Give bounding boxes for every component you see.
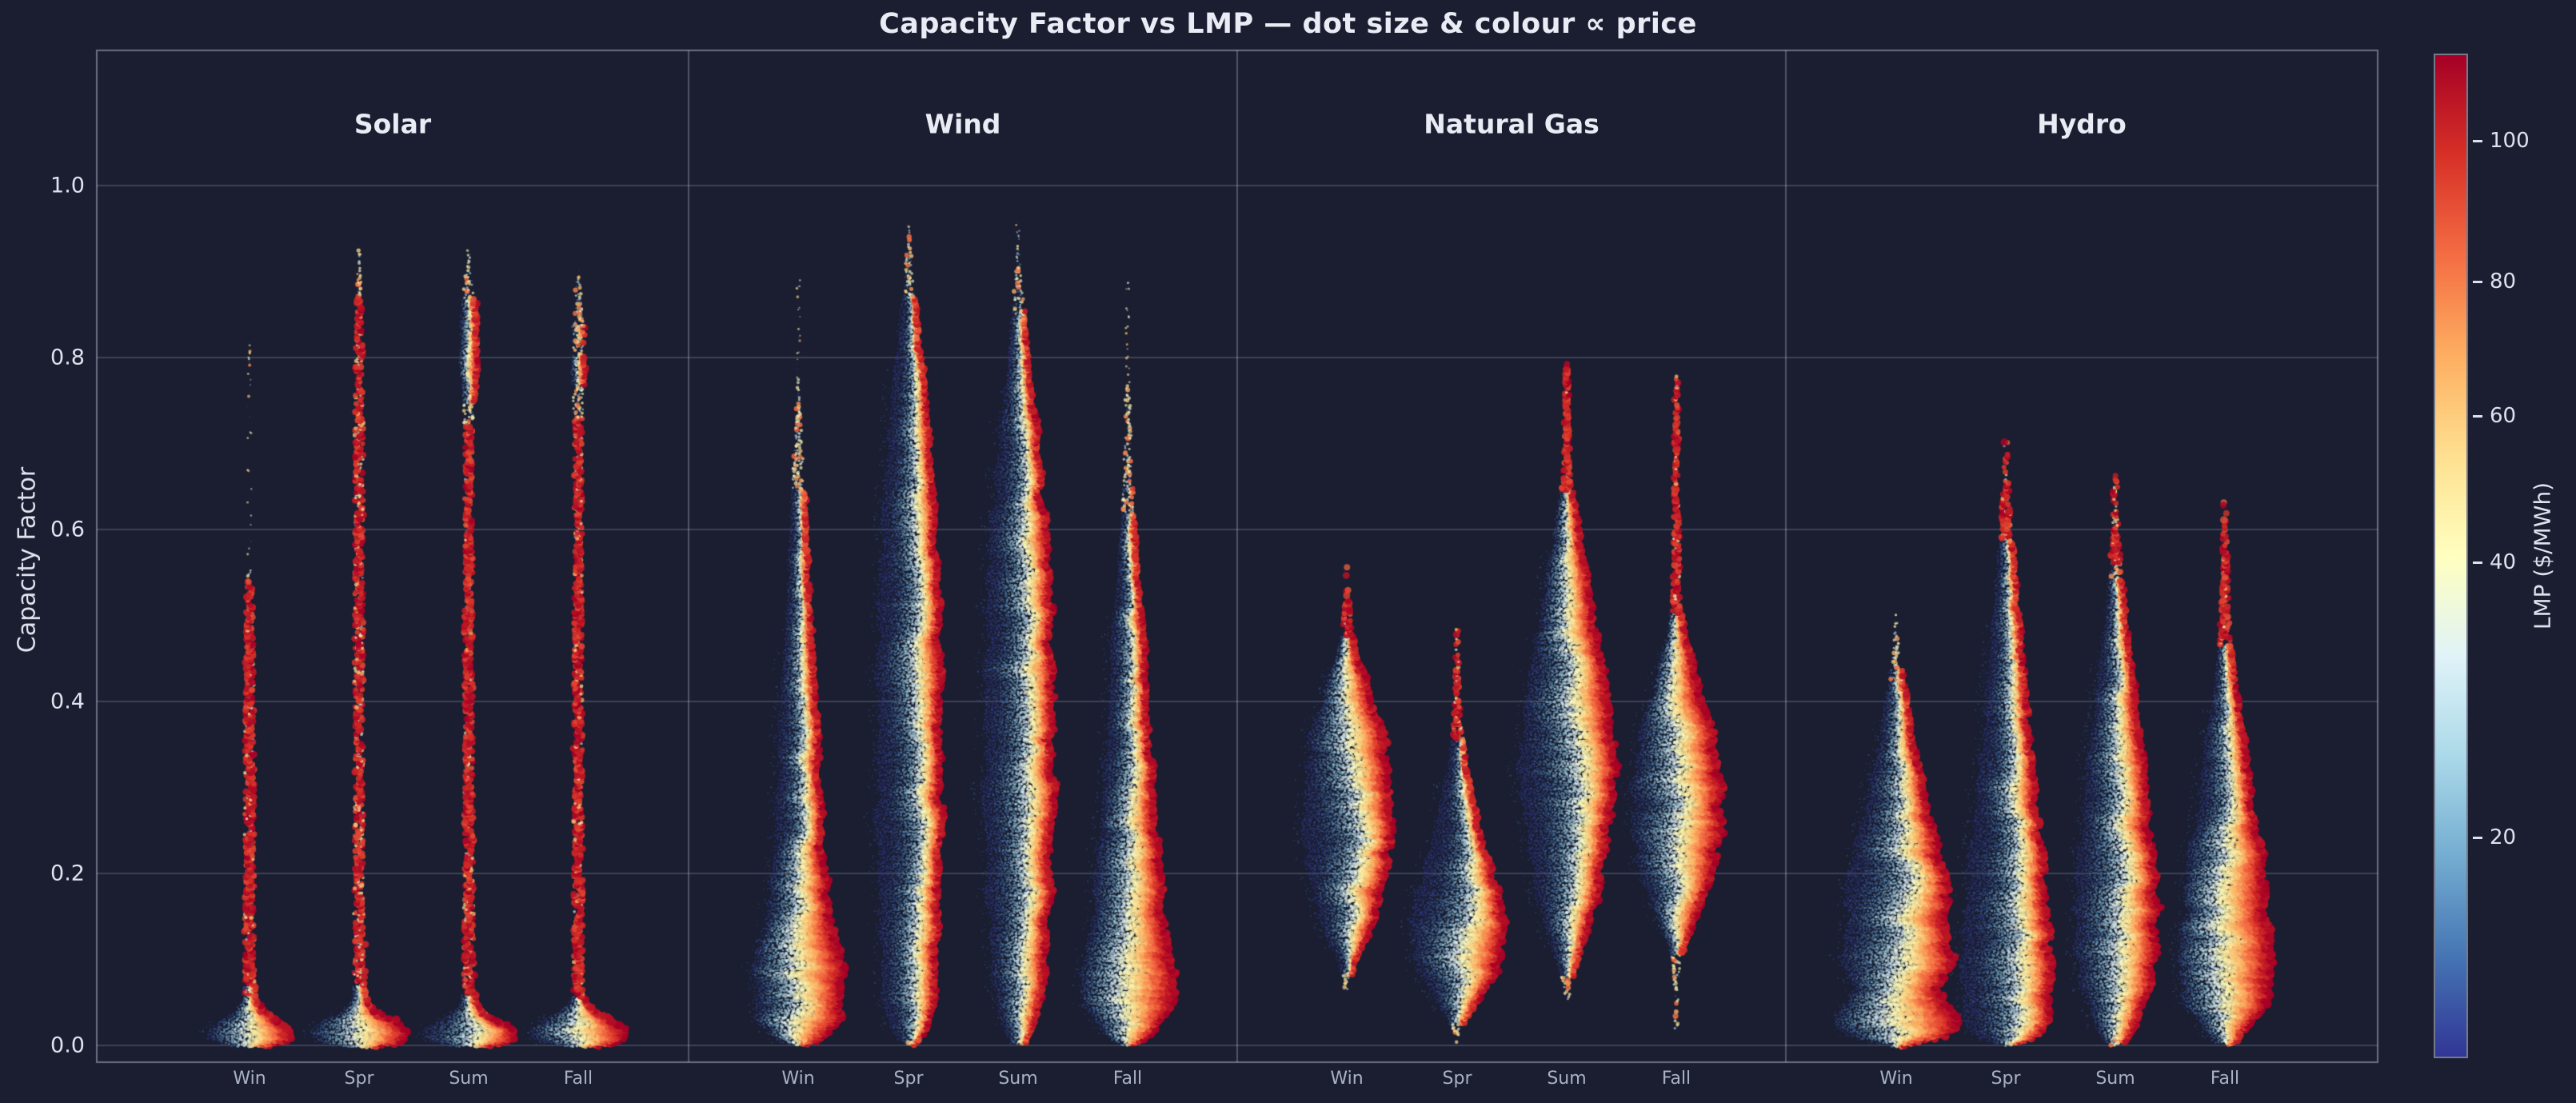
colorbar-tick-label: 40 [2490,550,2517,574]
x-tick-wind-win: Win [781,1069,815,1089]
colorbar-gradient [2435,55,2466,1057]
colorbar-tick-100: 100 [2473,129,2530,153]
colorbar-tick-40: 40 [2473,550,2516,574]
colorbar-tick-mark [2473,561,2482,564]
y-tick-0.8: 0.8 [50,345,85,370]
colorbar-tick-20: 20 [2473,825,2516,849]
x-tick-natural-gas-fall: Fall [1661,1069,1691,1089]
x-tick-solar-sum: Sum [449,1069,489,1089]
x-tick-natural-gas-spr: Spr [1442,1069,1472,1089]
x-tick-hydro-fall: Fall [2210,1069,2240,1089]
colorbar-tick-label: 100 [2490,129,2530,154]
colorbar-tick-mark [2473,836,2482,839]
y-tick-0.0: 0.0 [50,1033,85,1058]
chart-title: Capacity Factor vs LMP — dot size & colo… [879,8,1697,40]
y-tick-0.4: 0.4 [50,689,85,714]
facet-label-wind: Wind [925,108,1001,140]
x-tick-solar-win: Win [233,1069,266,1089]
facet-label-hydro: Hydro [2037,108,2127,140]
y-tick-0.2: 0.2 [50,861,85,886]
colorbar-tick-60: 60 [2473,404,2516,428]
x-tick-hydro-sum: Sum [2095,1069,2135,1089]
x-tick-solar-spr: Spr [344,1069,374,1089]
colorbar-label: LMP ($/MWh) [2529,482,2556,630]
x-tick-hydro-win: Win [1879,1069,1913,1089]
facet-label-solar: Solar [353,108,432,140]
colorbar-tick-label: 20 [2490,825,2517,849]
colorbar-tick-mark [2473,281,2482,284]
y-axis-label: Capacity Factor [13,466,42,653]
x-tick-hydro-spr: Spr [1991,1069,2021,1089]
x-tick-solar-fall: Fall [563,1069,593,1089]
x-tick-natural-gas-win: Win [1330,1069,1364,1089]
facet-label-natural-gas: Natural Gas [1424,108,1600,140]
colorbar-tick-label: 60 [2490,404,2517,429]
colorbar-tick-80: 80 [2473,270,2516,294]
x-tick-wind-fall: Fall [1112,1069,1143,1089]
x-tick-wind-sum: Sum [998,1069,1038,1089]
colorbar-tick-label: 80 [2490,270,2517,294]
colorbar-tick-mark [2473,140,2482,143]
colorbar-tick-mark [2473,415,2482,418]
y-tick-1.0: 1.0 [50,173,85,198]
x-tick-natural-gas-sum: Sum [1547,1069,1587,1089]
colorbar [2434,54,2468,1058]
x-tick-wind-spr: Spr [893,1069,924,1089]
y-tick-0.6: 0.6 [50,517,85,542]
